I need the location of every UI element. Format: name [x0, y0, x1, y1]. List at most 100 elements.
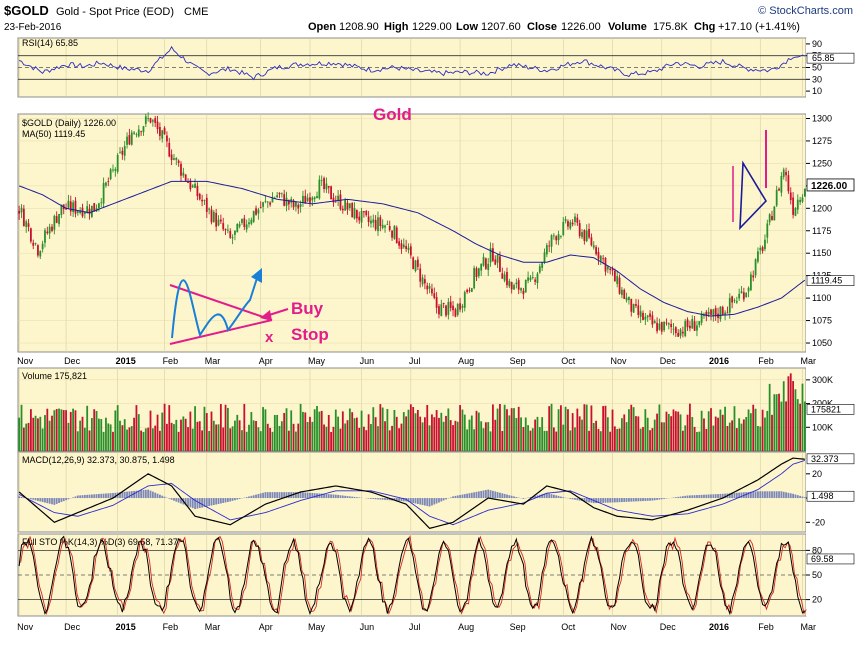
- volume-bar: [802, 384, 804, 451]
- macd-histogram-bar: [766, 491, 768, 498]
- volume-bar: [640, 429, 642, 451]
- x-tick-label: Jun: [360, 356, 375, 366]
- price-candle-body: [119, 152, 121, 153]
- macd-histogram-bar: [147, 490, 149, 498]
- macd-histogram-bar: [227, 498, 229, 502]
- volume-bar: [39, 417, 41, 451]
- volume-bar: [147, 428, 149, 451]
- price-candle-body: [788, 175, 790, 191]
- macd-histogram-bar: [58, 498, 60, 503]
- macd-histogram-bar: [105, 493, 107, 498]
- macd-histogram-bar: [778, 491, 780, 498]
- volume-bar: [248, 425, 250, 451]
- price-candle-body: [232, 237, 234, 238]
- price-candle-body: [694, 321, 696, 330]
- macd-histogram-bar: [330, 494, 332, 498]
- x-marker: x: [265, 329, 274, 346]
- price-candle-body: [410, 246, 412, 255]
- price-candle-body: [386, 224, 388, 225]
- x-tick-label-bottom: Dec: [64, 622, 81, 632]
- macd-histogram-bar: [741, 492, 743, 498]
- volume-bar: [309, 417, 311, 451]
- price-candle-body: [185, 175, 187, 181]
- price-candle-body: [84, 212, 86, 213]
- volume-bar: [208, 431, 210, 451]
- volume-bar: [534, 420, 536, 451]
- rsi-tick-label: 10: [812, 86, 822, 96]
- price-candle-body: [415, 261, 417, 272]
- macd-histogram-bar: [229, 498, 231, 501]
- price-candle-body: [70, 201, 72, 211]
- volume-bar: [145, 428, 147, 451]
- volume-bar: [588, 431, 590, 451]
- price-candle-body: [194, 184, 196, 188]
- macd-histogram-bar: [424, 498, 426, 505]
- price-candle-body: [405, 246, 407, 249]
- volume-bar: [30, 409, 32, 451]
- volume-bar: [497, 409, 499, 451]
- price-tick-label: 1200: [812, 203, 832, 213]
- volume-bar: [262, 407, 264, 451]
- macd-histogram-bar: [555, 495, 557, 498]
- low-label: Low: [456, 21, 478, 33]
- macd-histogram-bar: [267, 492, 269, 498]
- volume-bar: [748, 409, 750, 451]
- macd-histogram-bar: [605, 498, 607, 503]
- macd-histogram-bar: [49, 498, 51, 504]
- x-tick-label-bottom: Aug: [458, 622, 474, 632]
- macd-histogram-bar: [663, 498, 665, 499]
- volume-bar: [731, 420, 733, 451]
- volume-bar: [138, 414, 140, 451]
- macd-histogram-bar: [694, 495, 696, 498]
- price-candle-body: [39, 251, 41, 256]
- volume-bar: [569, 430, 571, 451]
- volume-bar: [389, 430, 391, 451]
- macd-histogram-bar: [37, 498, 39, 501]
- price-candle-body: [250, 220, 252, 224]
- price-candle-body: [262, 202, 264, 207]
- volume-bar: [555, 432, 557, 451]
- volume-bar: [544, 431, 546, 451]
- price-candle-body: [778, 189, 780, 191]
- volume-bar: [537, 417, 539, 451]
- macd-histogram-bar: [633, 498, 635, 501]
- volume-bar: [616, 429, 618, 451]
- volume-bar: [370, 424, 372, 451]
- price-candle-body: [445, 306, 447, 316]
- volume-bar: [795, 389, 797, 451]
- volume-bar: [572, 413, 574, 451]
- macd-histogram-bar: [356, 497, 358, 498]
- rsi-tick-label: 30: [812, 74, 822, 84]
- volume-bar: [785, 401, 787, 451]
- macd-histogram-bar: [687, 496, 689, 499]
- price-candle-body: [619, 278, 621, 294]
- volume-bar: [171, 423, 173, 451]
- volume-bar: [628, 409, 630, 451]
- volume-bar: [490, 431, 492, 451]
- macd-histogram-bar: [443, 498, 445, 500]
- price-candle-body: [342, 209, 344, 210]
- price-candle-body: [551, 235, 553, 246]
- price-candle-body: [581, 232, 583, 237]
- x-tick-label: Oct: [561, 356, 576, 366]
- macd-histogram-bar: [635, 498, 637, 501]
- volume-bar: [673, 409, 675, 451]
- price-candle-body: [75, 201, 77, 214]
- volume-bar: [579, 416, 581, 451]
- macd-histogram-bar: [640, 498, 642, 501]
- volume-bar: [199, 421, 201, 451]
- volume-bar: [255, 421, 257, 451]
- price-candle-body: [487, 264, 489, 270]
- volume-bar: [72, 409, 74, 451]
- low-value: 1207.60: [481, 21, 521, 33]
- macd-histogram-bar: [659, 498, 661, 500]
- macd-histogram-bar: [771, 491, 773, 498]
- macd-histogram-bar: [255, 495, 257, 498]
- macd-histogram-bar: [717, 494, 719, 498]
- volume-bar: [691, 417, 693, 451]
- price-candle-body: [469, 290, 471, 291]
- volume-bar: [321, 411, 323, 451]
- volume-bar: [32, 418, 34, 451]
- macd-histogram-bar: [253, 495, 255, 498]
- price-candle-body: [236, 224, 238, 232]
